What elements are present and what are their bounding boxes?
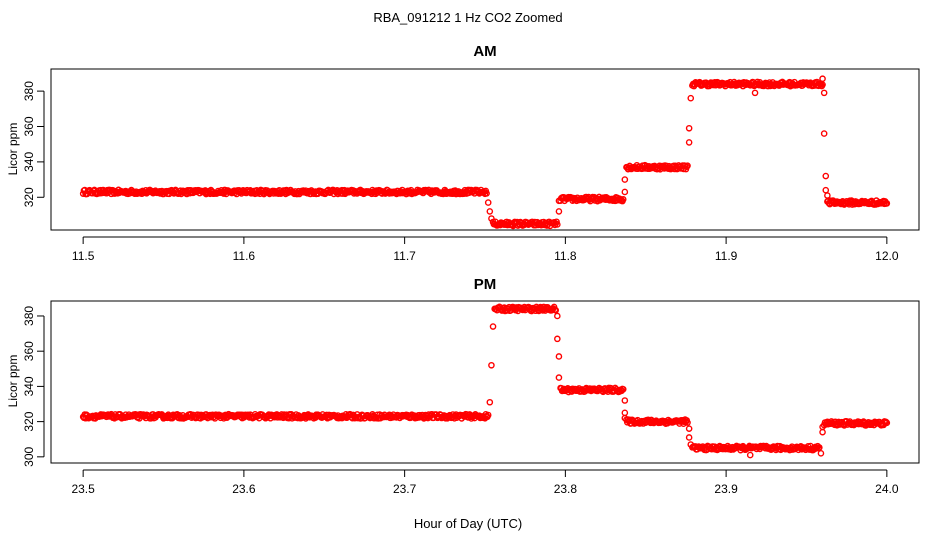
am-y-tick-label: 380 xyxy=(22,81,36,101)
pm-x-axis: 23.5 23.6 23.7 23.8 23.9 24.0 xyxy=(71,469,899,496)
pm-x-tick-label: 23.8 xyxy=(554,482,578,496)
pm-y-tick-label: 360 xyxy=(22,341,36,361)
am-transition-point xyxy=(687,94,695,102)
pm-data-point xyxy=(619,385,627,393)
pm-x-tick-label: 23.6 xyxy=(232,482,256,496)
am-y-tick-label: 340 xyxy=(22,152,36,172)
am-data-point xyxy=(883,200,891,207)
pm-data-points xyxy=(79,303,891,459)
pm-transition-point xyxy=(817,450,825,457)
am-transition-point xyxy=(822,172,830,180)
am-x-tick-label: 11.6 xyxy=(233,249,256,263)
pm-transition-point xyxy=(555,353,563,360)
am-data-point xyxy=(79,190,87,197)
am-data-point xyxy=(554,221,561,228)
am-transition-point xyxy=(555,208,563,215)
figure-title: RBA_091212 1 Hz CO2 Zoomed xyxy=(373,10,562,25)
am-panel-title: AM xyxy=(473,43,496,60)
pm-transition-point xyxy=(621,397,629,404)
pm-data-point xyxy=(552,306,560,314)
pm-panel: PM Licor ppm 23.5 23.6 23.7 23.8 23.9 24.0 30… xyxy=(6,276,920,496)
pm-transition-point xyxy=(554,312,561,320)
pm-y-tick-label: 380 xyxy=(22,306,36,326)
x-axis-label: Hour of Day (UTC) xyxy=(414,516,522,531)
am-y-axis-label: Licor ppm xyxy=(6,123,20,176)
am-transition-point xyxy=(555,197,563,205)
pm-transition-point xyxy=(746,451,754,459)
pm-y-axis: 300 320 340 360 380 xyxy=(22,306,45,467)
am-transition-point xyxy=(685,139,693,146)
am-transition-point xyxy=(819,75,826,83)
pm-transition-point xyxy=(621,414,629,422)
pm-transition-point xyxy=(554,335,561,343)
pm-transition-point xyxy=(486,398,494,406)
am-data-point xyxy=(819,81,826,88)
am-x-tick-label: 12.0 xyxy=(875,249,899,263)
pm-data-point xyxy=(816,444,823,451)
am-data-point xyxy=(483,190,490,197)
am-y-tick-label: 320 xyxy=(22,187,36,207)
pm-data-point xyxy=(684,419,691,426)
am-transition-point xyxy=(820,130,828,137)
am-transition-point xyxy=(685,124,693,132)
pm-y-tick-label: 300 xyxy=(22,447,36,467)
am-plot-frame xyxy=(50,68,920,231)
pm-x-tick-label: 23.7 xyxy=(393,482,417,496)
am-transition-point xyxy=(820,89,828,97)
am-data-point xyxy=(619,196,627,203)
pm-data-point xyxy=(883,419,891,427)
pm-y-axis-label: Licor ppm xyxy=(6,355,20,408)
am-transition-point xyxy=(751,89,759,97)
am-transition-point xyxy=(484,199,492,206)
pm-transition-point xyxy=(687,441,695,448)
am-x-tick-label: 11.8 xyxy=(554,249,577,263)
pm-transition-point xyxy=(555,374,563,381)
pm-transition-point xyxy=(685,434,693,441)
am-data-point xyxy=(684,162,691,170)
am-x-tick-label: 11.5 xyxy=(72,249,95,263)
pm-panel-title: PM xyxy=(474,276,497,293)
pm-data-point xyxy=(428,411,436,418)
pm-y-tick-label: 320 xyxy=(22,411,36,431)
am-x-axis: 11.5 11.6 11.7 11.8 11.9 12.0 xyxy=(72,236,899,263)
pm-x-tick-label: 24.0 xyxy=(875,482,899,496)
am-x-tick-label: 11.7 xyxy=(393,249,416,263)
am-data-points xyxy=(79,75,891,230)
am-transition-point xyxy=(488,215,495,222)
pm-transition-point xyxy=(488,361,495,369)
am-transition-point xyxy=(486,208,494,215)
pm-x-tick-label: 23.5 xyxy=(71,482,95,496)
am-panel: AM Licor ppm 11.5 11.6 11.7 11.8 11.9 12.0 32… xyxy=(6,43,920,263)
am-y-tick-label: 360 xyxy=(22,116,36,136)
am-transition-point xyxy=(824,192,831,199)
pm-transition-point xyxy=(489,323,497,330)
pm-data-point xyxy=(484,411,492,419)
pm-transition-point xyxy=(819,423,826,431)
pm-plot-frame xyxy=(50,300,920,464)
pm-data-point xyxy=(550,303,558,311)
am-x-tick-label: 11.9 xyxy=(715,249,738,263)
pm-transition-point xyxy=(685,425,693,432)
am-transition-point xyxy=(621,188,629,196)
pm-x-tick-label: 23.9 xyxy=(714,482,738,496)
am-y-axis: 320 340 360 380 xyxy=(22,81,45,207)
pm-y-tick-label: 340 xyxy=(22,376,36,396)
am-transition-point xyxy=(621,176,629,183)
